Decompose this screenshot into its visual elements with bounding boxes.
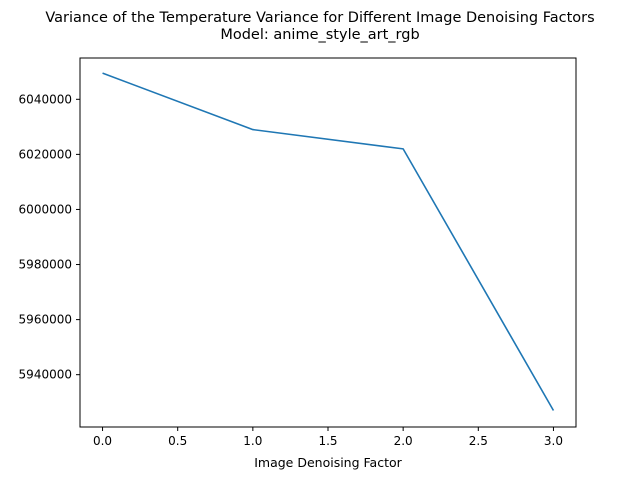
chart-title: Variance of the Temperature Variance for… bbox=[45, 10, 594, 26]
series-layer bbox=[102, 72, 555, 411]
x-axis-label: Image Denoising Factor bbox=[254, 455, 402, 470]
y-tick-label: 5960000 bbox=[19, 313, 72, 327]
series-line bbox=[102, 72, 555, 411]
x-tick-label: 3.0 bbox=[544, 434, 563, 448]
x-axis-ticks: 0.0 0.5 1.0 1.5 2.0 2.5 3.0 bbox=[93, 427, 563, 448]
x-tick-label: 0.0 bbox=[93, 434, 112, 448]
x-tick-label: 2.0 bbox=[394, 434, 413, 448]
y-tick-label: 6000000 bbox=[19, 202, 72, 216]
y-axis-ticks: 5940000 5960000 5980000 6000000 6020000 60400… bbox=[19, 92, 80, 382]
x-tick-label: 0.5 bbox=[168, 434, 187, 448]
y-tick-label: 5980000 bbox=[19, 258, 72, 272]
y-tick-label: 5940000 bbox=[19, 368, 72, 382]
x-tick-label: 1.0 bbox=[243, 434, 262, 448]
x-tick-label: 2.5 bbox=[469, 434, 488, 448]
y-tick-label: 6020000 bbox=[19, 147, 72, 161]
chart-subtitle: Model: anime_style_art_rgb bbox=[220, 27, 419, 43]
plot-frame bbox=[79, 57, 577, 428]
x-tick-label: 1.5 bbox=[318, 434, 337, 448]
y-tick-label: 6040000 bbox=[19, 92, 72, 106]
